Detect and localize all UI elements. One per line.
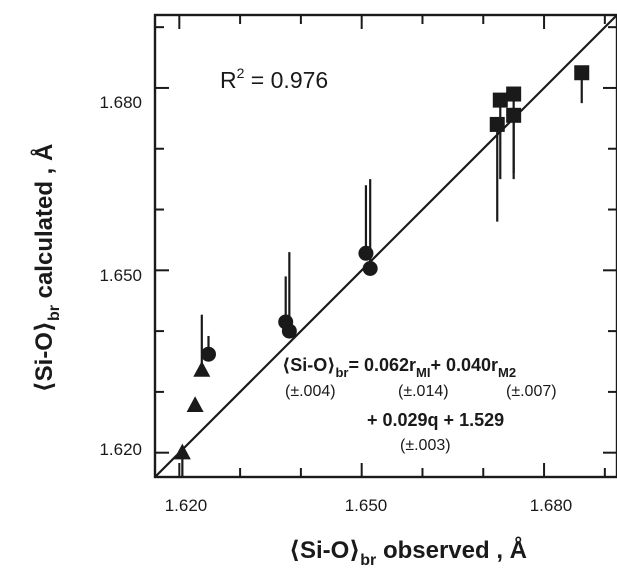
y-axis-label-main: ⟨Si-O⟩ (31, 321, 58, 392)
x-axis-label: ⟨Si-O⟩br observed , Å (289, 536, 527, 569)
equation-err-3: (±.007) (506, 383, 557, 400)
data-point-circle-3 (358, 245, 374, 261)
data-point-square-0 (489, 116, 505, 132)
y-axis-label: ⟨Si-O⟩br calculated , Å (30, 144, 63, 393)
x-tick-label-2: 1.650 (345, 496, 388, 515)
data-point-square-3 (506, 107, 522, 123)
equation-err-4: (±.003) (400, 437, 451, 454)
r2-value: = 0.976 (244, 67, 328, 93)
data-point-triangle-1 (186, 396, 204, 413)
data-point-square-2 (506, 86, 522, 102)
plot-frame (153, 13, 617, 479)
data-points (173, 65, 590, 460)
y-tick-label-2: 1.650 (99, 266, 142, 285)
data-point-circle-4 (362, 260, 378, 276)
fit-line-group (154, 14, 617, 478)
eq-lhs: ⟨Si-O⟩ (282, 355, 335, 375)
y-axis-label-tail: calculated , Å (30, 144, 58, 305)
r-squared-annotation: R2 = 0.976 (220, 65, 328, 93)
eq-term1: = 0.062r (348, 355, 416, 375)
y-tick-label-1: 1.620 (99, 440, 142, 459)
eq-term2: + 0.040r (430, 355, 498, 375)
data-point-triangle-0 (173, 443, 191, 460)
data-point-triangle-2 (193, 361, 211, 377)
r2-sup: 2 (237, 65, 245, 81)
eq-term1-sub: MI (416, 365, 430, 380)
x-axis-label-sub: br (360, 552, 376, 569)
data-point-circle-2 (281, 323, 297, 339)
equation-err-1: (±.004) (285, 383, 336, 400)
axis-ticks (155, 15, 617, 477)
x-tick-label-3: 1.680 (530, 496, 573, 515)
r2-label: R (220, 67, 237, 93)
y-tick-label-3: 1.680 (99, 93, 142, 112)
data-point-circle-0 (200, 346, 216, 362)
x-axis-label-tail: observed , Å (376, 536, 527, 564)
equation-line-3: + 0.029q + 1.529 (367, 410, 504, 430)
data-point-square-4 (574, 65, 590, 81)
fit-line (154, 14, 617, 478)
x-tick-label-1: 1.620 (165, 496, 208, 515)
equation-err-2: (±.014) (398, 383, 449, 400)
eq-term2-sub: M2 (498, 365, 516, 380)
y-axis-label-sub: br (46, 305, 63, 321)
eq-lhs-sub: br (335, 365, 348, 380)
x-axis-label-main: ⟨Si-O⟩ (289, 537, 360, 564)
equation-line-1: ⟨Si-O⟩br= 0.062rMI+ 0.040rM2 (282, 355, 516, 380)
data-point-square-1 (492, 92, 508, 108)
